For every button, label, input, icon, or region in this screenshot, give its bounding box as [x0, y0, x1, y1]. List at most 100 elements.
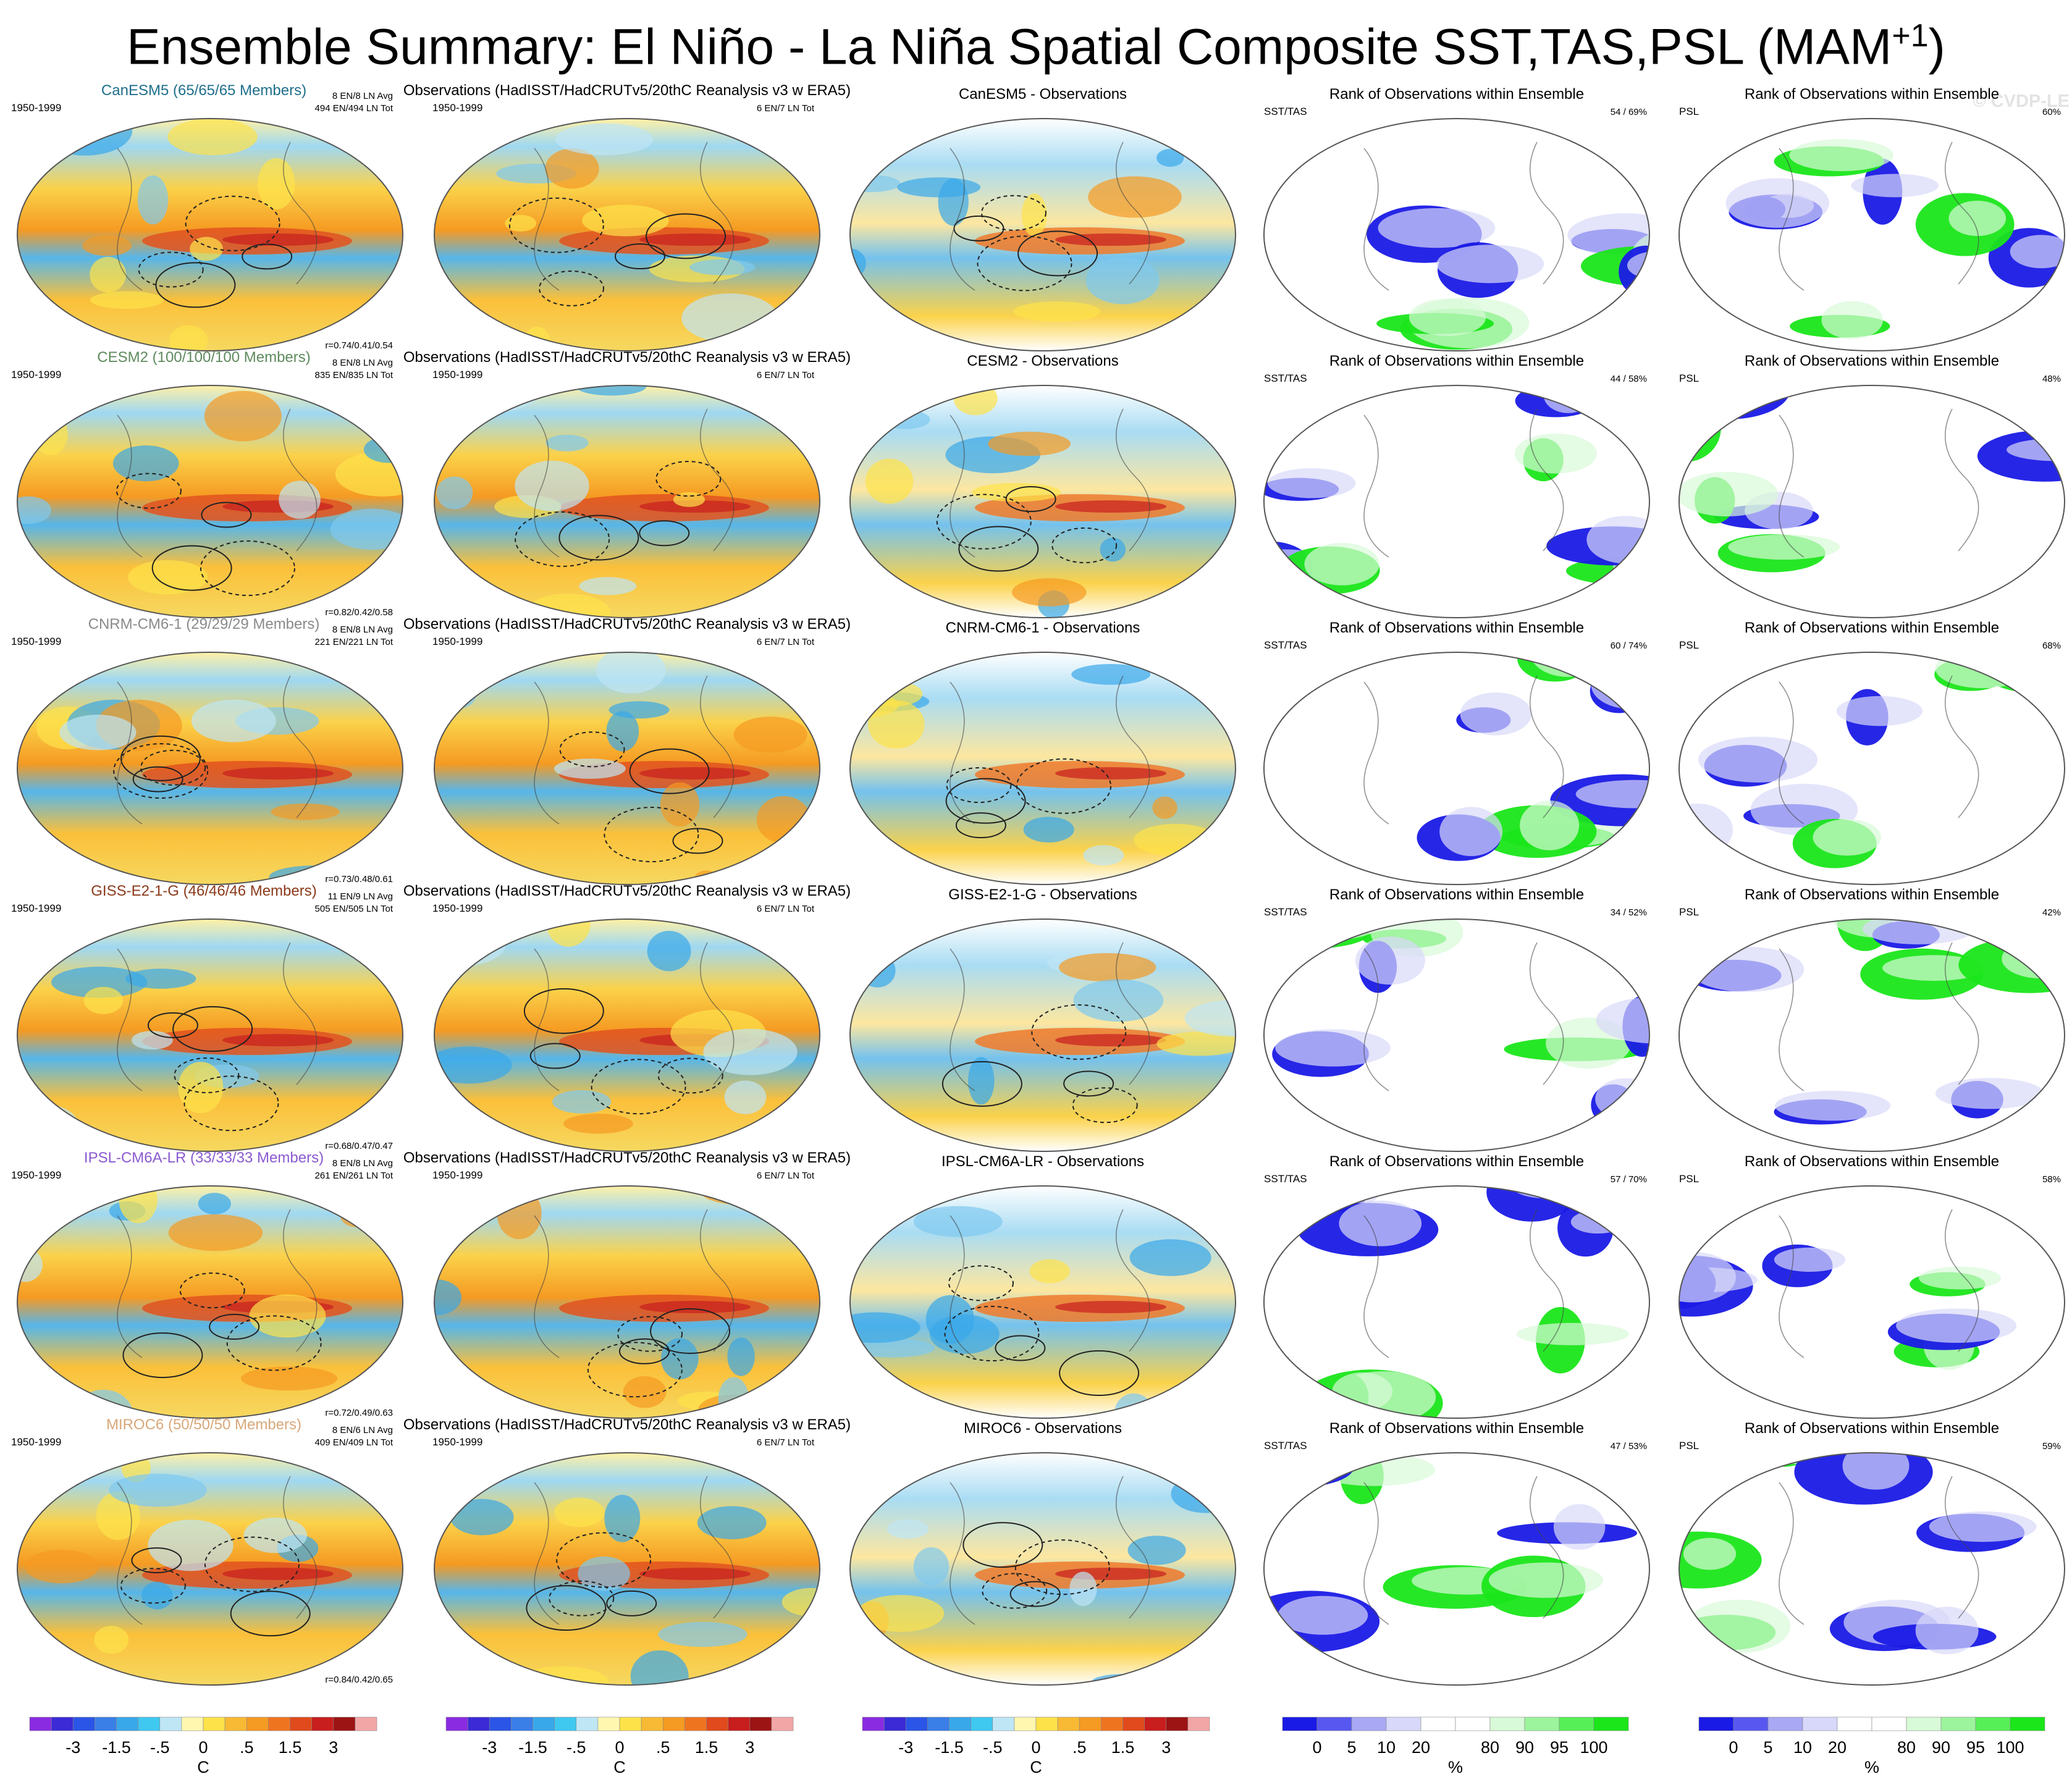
rank-sst-panel-title: Rank of Observations within Ensemble [1329, 1420, 1584, 1437]
colorbar-swatch [576, 1717, 599, 1731]
temperature-colorbar-model: -3 -1.5 -.5 0 .5 1.5 3 C [29, 1717, 377, 1776]
colorbar-swatch [29, 1717, 52, 1731]
observed-composite-map [434, 385, 820, 618]
colorbar-tick-label: -3 [482, 1738, 497, 1757]
colorbar-tick-label: 20 [1828, 1738, 1847, 1757]
rank-sst-tas-map [1263, 1452, 1650, 1686]
colorbar-tick-label: 1.5 [279, 1738, 302, 1757]
colorbar-tick-label: -.5 [150, 1738, 170, 1757]
rank-psl-panel-title: Rank of Observations within Ensemble [1745, 353, 1999, 369]
sst-tas-label: SST/TAS [1264, 372, 1307, 384]
model-panel-title: CNRM-CM6-1 (29/29/29 Members) [88, 616, 320, 633]
rank-psl-map [1678, 385, 2065, 618]
obs-event-count: 6 EN/7 LN Tot [757, 1170, 815, 1181]
colorbar-swatch [1166, 1717, 1189, 1731]
colorbar-swatch [1122, 1717, 1145, 1731]
pattern-correlation: r=0.73/0.48/0.61 [325, 874, 393, 885]
colorbar-swatch [883, 1717, 906, 1731]
colorbar-tick-label: 3 [1161, 1738, 1171, 1757]
obs-panel-title: Observations (HadISST/HadCRUTv5/20thC Re… [403, 883, 851, 899]
period-label: 1950-1999 [11, 369, 61, 380]
period-label: 1950-1999 [432, 1436, 482, 1448]
event-count-tot: 409 EN/409 LN Tot [315, 1437, 394, 1448]
sst-tas-label: SST/TAS [1264, 906, 1307, 918]
colorbar-tick-label: 80 [1897, 1738, 1916, 1757]
colorbar-swatch [905, 1717, 928, 1731]
colorbar-swatch [1455, 1717, 1491, 1731]
colorbar-tick-label: -1.5 [102, 1738, 131, 1757]
observed-composite-map [434, 652, 820, 885]
psl-label: PSL [1679, 639, 1699, 651]
period-label: 1950-1999 [432, 1169, 482, 1181]
model-panel-title: IPSL-CM6A-LR (33/33/33 Members) [84, 1149, 324, 1166]
colorbar-swatch [1489, 1717, 1525, 1731]
difference-panel-title: MIROC6 - Observations [964, 1420, 1122, 1437]
colorbar-tick-label: 90 [1515, 1738, 1534, 1757]
colorbar-tick-label: -1.5 [518, 1738, 547, 1757]
colorbar-tick-label: .5 [240, 1738, 254, 1757]
model-composite-map [17, 385, 403, 618]
model-composite-map [17, 652, 403, 885]
period-label: 1950-1999 [11, 902, 61, 914]
colorbar-swatch [511, 1717, 533, 1731]
colorbar-swatch [203, 1717, 225, 1731]
temperature-colorbar-obs: -3 -1.5 -.5 0 .5 1.5 3 C [445, 1717, 794, 1776]
colorbar-swatch [467, 1717, 490, 1731]
colorbar-tick-label: .5 [1072, 1738, 1087, 1757]
rank-sst-panel-title: Rank of Observations within Ensemble [1329, 86, 1584, 103]
difference-panel-title: IPSL-CM6A-LR - Observations [941, 1153, 1144, 1170]
obs-event-count: 6 EN/7 LN Tot [757, 1437, 815, 1448]
rank-colorbar-sst: 0 5 10 20 80 90 95 100% [1282, 1717, 1629, 1776]
rank-sst-panel-title: Rank of Observations within Ensemble [1329, 886, 1584, 903]
rank-sst-tas-map [1263, 1185, 1650, 1419]
obs-panel-title: Observations (HadISST/HadCRUTv5/20thC Re… [403, 1416, 851, 1433]
colorbar-tick-label: -.5 [983, 1738, 1003, 1757]
colorbar-swatch [554, 1717, 577, 1731]
rank-psl-map [1678, 118, 2065, 351]
difference-map [849, 118, 1236, 351]
pattern-correlation: r=0.74/0.41/0.54 [325, 340, 393, 351]
rank-psl-panel-title: Rank of Observations within Ensemble [1745, 1153, 1999, 1170]
event-count-avg: 8 EN/8 LN Avg [332, 91, 393, 101]
colorbar-swatch [1906, 1717, 1942, 1731]
rank-sst-tas-map [1263, 652, 1650, 885]
difference-map [849, 652, 1236, 885]
rank-psl-value: 60% [2042, 107, 2061, 117]
rank-sst-panel-title: Rank of Observations within Ensemble [1329, 353, 1584, 369]
colorbar-swatch [1698, 1717, 1734, 1731]
rank-sst-value: 54 / 69% [1611, 107, 1647, 117]
difference-panel-title: GISS-E2-1-G - Observations [948, 886, 1137, 903]
colorbar-unit-label: C [1030, 1758, 1042, 1776]
sst-tas-label: SST/TAS [1264, 1173, 1307, 1185]
rank-sst-tas-map [1263, 385, 1650, 618]
period-label: 1950-1999 [11, 636, 61, 647]
colorbar-tick-label: 90 [1932, 1738, 1950, 1757]
colorbar-swatch [95, 1717, 117, 1731]
colorbar-tick-label: 0 [1729, 1738, 1738, 1757]
colorbar-swatch [684, 1717, 707, 1731]
colorbar-swatch [662, 1717, 685, 1731]
rank-psl-value: 68% [2042, 641, 2061, 651]
obs-panel-title: Observations (HadISST/HadCRUTv5/20thC Re… [403, 349, 851, 366]
rank-psl-panel-title: Rank of Observations within Ensemble [1745, 1420, 1999, 1437]
rank-psl-value: 59% [2042, 1441, 2061, 1452]
colorbar-swatch [1524, 1717, 1560, 1731]
obs-panel-title: Observations (HadISST/HadCRUTv5/20thC Re… [403, 1149, 851, 1166]
sst-tas-label: SST/TAS [1264, 1440, 1307, 1452]
watermark: © CVDP-LE [1973, 91, 2070, 111]
colorbar-swatch [1316, 1717, 1352, 1731]
colorbar-swatch [2010, 1717, 2045, 1731]
rank-sst-tas-map [1263, 118, 1650, 351]
sst-tas-label: SST/TAS [1264, 106, 1307, 117]
model-composite-map [17, 1452, 403, 1686]
pattern-correlation: r=0.68/0.47/0.47 [325, 1141, 393, 1151]
colorbar-swatch [533, 1717, 555, 1731]
colorbar-swatch [641, 1717, 663, 1731]
difference-panel-title: CESM2 - Observations [967, 353, 1118, 369]
colorbar-swatch [862, 1717, 885, 1731]
colorbar-tick-label: -3 [65, 1738, 80, 1757]
panel-row-giss-e2-1-g: GISS-E2-1-G (46/46/46 Members) 1950-1999 1… [11, 883, 2065, 1152]
period-label: 1950-1999 [11, 1169, 61, 1181]
colorbar-tick-label: 1.5 [695, 1738, 718, 1757]
